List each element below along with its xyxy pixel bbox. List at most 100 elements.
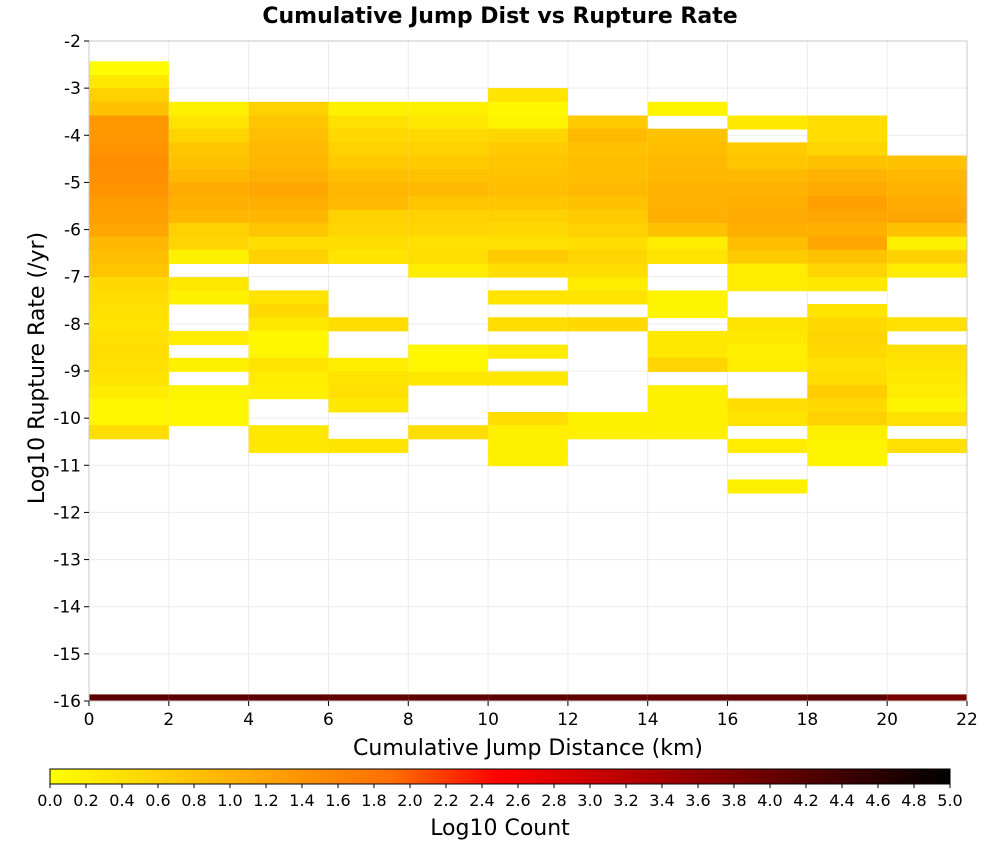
heatmap-cell [408,196,489,211]
heatmap-cell [168,142,249,157]
heatmap-cell [408,222,489,238]
heatmap-cell [807,412,888,427]
heatmap-cell [647,182,728,197]
heatmap-cell [89,115,169,130]
heatmap-cell [408,128,489,143]
heatmap-cell [807,398,888,413]
heatmap-cell [727,317,808,332]
heatmap-cell [887,344,967,359]
heatmap-cell [408,142,489,157]
y-tick-label: -14 [53,598,81,618]
heatmap-cell [168,236,249,251]
y-tick-label: -15 [53,645,81,665]
x-tick-label: 2 [163,710,174,730]
heatmap-cell [807,209,888,224]
heatmap-cell [887,236,967,251]
heatmap-cell [807,357,888,372]
baseline-cell [89,694,169,701]
heatmap-cell [567,263,648,278]
heatmap-cell [807,304,888,319]
heatmap-cell [727,222,808,238]
heatmap-cell [328,182,409,197]
heatmap-cell [488,236,568,251]
colorbar-tick-label: 1.0 [217,791,242,810]
heatmap-cell [887,169,967,184]
heatmap-cell [89,249,169,264]
heatmap-cell [248,249,329,264]
y-tick-label: -11 [53,456,81,476]
heatmap-cell [727,169,808,184]
heatmap-cell [168,277,249,292]
heatmap-cell [248,357,329,372]
heatmap-cell [168,115,249,130]
heatmap-cell [887,182,967,197]
chart-title: Cumulative Jump Dist vs Rupture Rate [262,4,737,29]
x-tick-label: 12 [557,710,579,730]
y-axis-ticks: -2 -3 -4 -5 -6 -7 -8 -9 -10 -11 -12 -13 -14 -15 -16 [53,32,89,712]
heatmap-cell [567,317,648,332]
heatmap-cell [89,101,169,116]
heatmap-cell [488,222,568,238]
heatmap-cell [727,142,808,157]
heatmap-cell [89,169,169,184]
x-tick-label: 10 [477,710,499,730]
y-tick-label: -6 [64,221,81,241]
heatmap-cell [168,385,249,400]
heatmap-cell [89,398,169,413]
heatmap-cell [248,196,329,211]
heatmap-cell [727,412,808,427]
heatmap-cell [807,371,888,386]
heatmap-cell [567,169,648,184]
heatmap-cell [887,317,967,332]
heatmap-cell [488,438,568,453]
heatmap-cell [89,290,169,305]
heatmap-cell [887,412,967,427]
heatmap-cell [168,290,249,305]
heatmap-cell [328,169,409,184]
heatmap-cell [807,425,888,440]
colorbar-tick-label: 4.0 [757,791,782,810]
baseline-cell [727,694,808,701]
colorbar-ticks: 0.0 0.2 0.4 0.6 0.8 1.0 1.2 1.4 1.6 1.8 2.0 2.2 2.4 2… [37,784,963,810]
heatmap-cell [807,385,888,400]
heatmap-cell [807,155,888,170]
heatmap-cell [807,249,888,264]
heatmap-cell [647,209,728,224]
x-tick-label: 22 [956,710,978,730]
heatmap-cell [248,385,329,400]
heatmap-cell [248,142,329,157]
heatmap-cell [248,344,329,359]
x-tick-label: 20 [876,710,898,730]
colorbar-tick-label: 4.8 [901,791,926,810]
heatmap-cell [807,182,888,197]
heatmap-cell [248,101,329,116]
baseline-cell [328,694,409,701]
heatmap-cell [408,371,489,386]
baseline-cell [248,694,329,701]
heatmap-cell [328,155,409,170]
heatmap-cell [488,209,568,224]
heatmap-cell [647,425,728,440]
heatmap-cell [168,412,249,427]
heatmap-cell [567,128,648,143]
baseline-cell [168,694,249,701]
heatmap-cell [168,222,249,238]
heatmap-cell [887,263,967,278]
colorbar-tick-label: 0.0 [37,791,62,810]
heatmap-cell [89,88,169,103]
heatmap-cell [488,452,568,467]
heatmap-cell [727,479,808,494]
heatmap-cell [328,142,409,157]
heatmap-cell [488,263,568,278]
colorbar-tick-label: 0.4 [109,791,134,810]
heatmap-cell [887,155,967,170]
heatmap-cell [248,128,329,143]
heatmap-cell [408,155,489,170]
x-tick-label: 6 [323,710,334,730]
heatmap-cell [168,398,249,413]
heatmap-cell [567,155,648,170]
heatmap-cell [647,385,728,400]
heatmap-cell [328,101,409,116]
heatmap-cell [647,196,728,211]
